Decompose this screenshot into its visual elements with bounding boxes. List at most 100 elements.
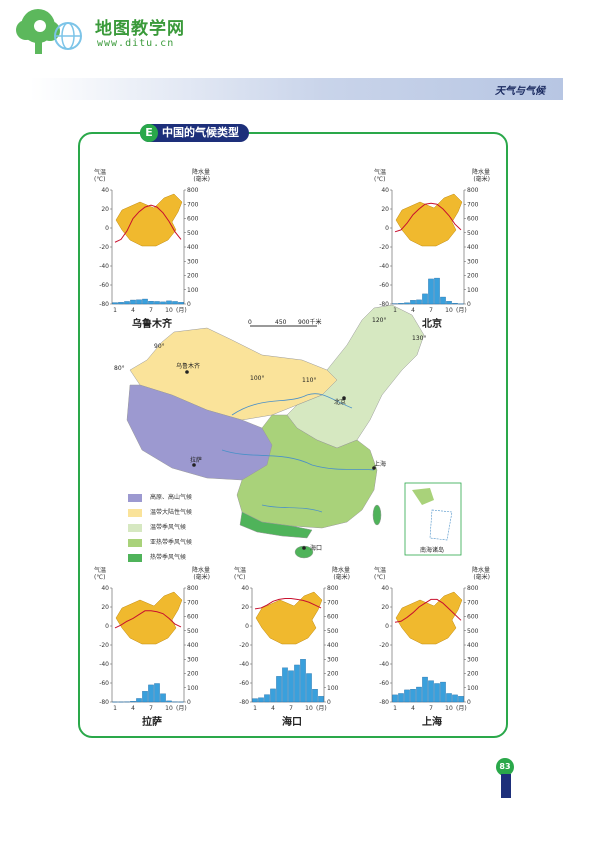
- precip-tick-label: 700: [467, 599, 479, 606]
- precip-tick-label: 500: [467, 628, 479, 635]
- precip-tick-label: 600: [467, 216, 479, 223]
- precip-tick-label: 400: [187, 642, 199, 649]
- temp-tick-label: 40: [381, 585, 389, 592]
- temp-tick-label: -80: [379, 301, 389, 308]
- climograph-city-name: 海口: [282, 717, 302, 728]
- precip-tick-label: 400: [327, 642, 339, 649]
- region-temperate-continental: [129, 327, 338, 421]
- scale-label: 900千米: [298, 318, 321, 326]
- month-tick-label: 1: [113, 705, 117, 712]
- climograph-svg: 气温(℃)降水量(毫米)40200-20-40-60-8080070060050…: [234, 566, 350, 712]
- month-unit-label: (月): [456, 307, 467, 314]
- month-tick-label: 7: [429, 705, 433, 712]
- precip-tick-label: 500: [187, 230, 199, 237]
- precip-bar: [434, 683, 440, 703]
- scale-label: 0: [248, 319, 252, 326]
- precip-tick-label: 100: [327, 685, 339, 692]
- climograph-svg: 气温(℃)降水量(毫米)40200-20-40-60-8080070060050…: [374, 566, 490, 712]
- precip-bar: [398, 693, 404, 703]
- month-tick-label: 10: [445, 705, 453, 712]
- precip-tick-label: 200: [467, 671, 479, 678]
- precip-axis-title: 降水量: [472, 168, 490, 176]
- temp-axis-unit: (℃): [94, 176, 105, 183]
- precip-tick-label: 600: [187, 216, 199, 223]
- temp-tick-label: -80: [99, 301, 109, 308]
- precip-bar: [312, 689, 318, 703]
- river-yangtze: [221, 449, 375, 471]
- mini-map-shape: [395, 193, 463, 247]
- mini-china-map: [395, 193, 463, 247]
- temp-line: [254, 597, 322, 610]
- month-tick-label: 7: [149, 307, 153, 314]
- river-pearl: [261, 504, 323, 513]
- temp-tick-label: -80: [239, 699, 249, 706]
- precip-tick-label: 700: [187, 599, 199, 606]
- precip-bar: [124, 301, 130, 305]
- precip-axis-unit: (毫米): [193, 175, 210, 183]
- precip-axis-title: 降水量: [192, 168, 210, 176]
- precip-tick-label: 800: [467, 585, 479, 592]
- temp-axis-title: 气温: [234, 566, 246, 574]
- mini-map-shape: [255, 591, 323, 645]
- month-unit-label: (月): [316, 705, 327, 712]
- precip-bar: [172, 301, 178, 305]
- climograph-city-name: 北京: [422, 319, 442, 330]
- precip-bar: [404, 302, 410, 305]
- precip-axis-unit: (毫米): [473, 175, 490, 183]
- precip-bar: [112, 302, 118, 305]
- precip-tick-label: 600: [187, 614, 199, 621]
- lon-label: 130°: [412, 335, 426, 342]
- city-dot: [342, 396, 346, 400]
- climograph-svg: 气温(℃)降水量(毫米)40200-20-40-60-8080070060050…: [374, 168, 490, 314]
- precip-bar: [288, 670, 294, 703]
- precip-bar: [404, 689, 410, 703]
- temp-tick-label: 20: [381, 206, 389, 213]
- mini-map-shape: [115, 193, 183, 247]
- precip-bar: [142, 691, 148, 703]
- tree-logo-icon: [16, 9, 82, 54]
- precip-tick-label: 500: [187, 628, 199, 635]
- section-badge: E 中国的气候类型: [140, 124, 249, 142]
- precip-bar: [416, 299, 422, 305]
- city-dot: [185, 370, 189, 374]
- temp-tick-label: 0: [385, 623, 389, 630]
- month-tick-label: 4: [411, 705, 415, 712]
- scale-label: 450: [275, 319, 287, 326]
- temp-tick-label: -80: [379, 699, 389, 706]
- precip-tick-label: 300: [327, 656, 339, 663]
- precip-bar: [148, 300, 154, 305]
- city-label-beijing: 北京: [334, 398, 346, 406]
- temp-tick-label: -80: [99, 699, 109, 706]
- south-sea-inset: [404, 482, 462, 556]
- temp-axis-unit: (℃): [374, 176, 385, 183]
- climograph: 气温 (℃) 降水量 (毫米) 40 20 0 -20 -40 -60 -80 800 700 600 50…: [92, 566, 212, 728]
- precip-bar: [434, 277, 440, 305]
- precip-bar: [130, 701, 136, 703]
- climograph-city-name: 拉萨: [142, 717, 162, 728]
- precip-bar: [452, 694, 458, 703]
- legend-swatch: [128, 494, 142, 502]
- precip-tick-label: 100: [187, 287, 199, 294]
- precip-bar: [264, 694, 270, 703]
- lon-label: 100°: [250, 375, 264, 382]
- city-label-shanghai: 上海: [374, 460, 386, 468]
- precip-bar: [318, 696, 324, 703]
- city-label-lhasa: 拉萨: [190, 456, 202, 464]
- month-tick-label: 1: [393, 705, 397, 712]
- hainan-island: [294, 545, 314, 559]
- temp-tick-label: 20: [101, 206, 109, 213]
- temp-tick-label: 20: [381, 604, 389, 611]
- temp-tick-label: -20: [239, 642, 249, 649]
- temp-tick-label: -60: [379, 282, 389, 289]
- precip-tick-label: 300: [187, 656, 199, 663]
- china-climate-map: 80° 90° 100° 110° 120° 130° 0 450 900千米 …: [114, 304, 462, 559]
- precip-tick-label: 100: [187, 685, 199, 692]
- precip-tick-label: 300: [467, 258, 479, 265]
- month-tick-label: 4: [131, 307, 135, 314]
- precip-bar: [416, 686, 422, 703]
- temp-tick-label: -40: [99, 263, 109, 270]
- month-unit-label: (月): [176, 705, 187, 712]
- precip-bar: [154, 683, 160, 703]
- precip-bar: [118, 302, 124, 305]
- temp-tick-label: 40: [381, 187, 389, 194]
